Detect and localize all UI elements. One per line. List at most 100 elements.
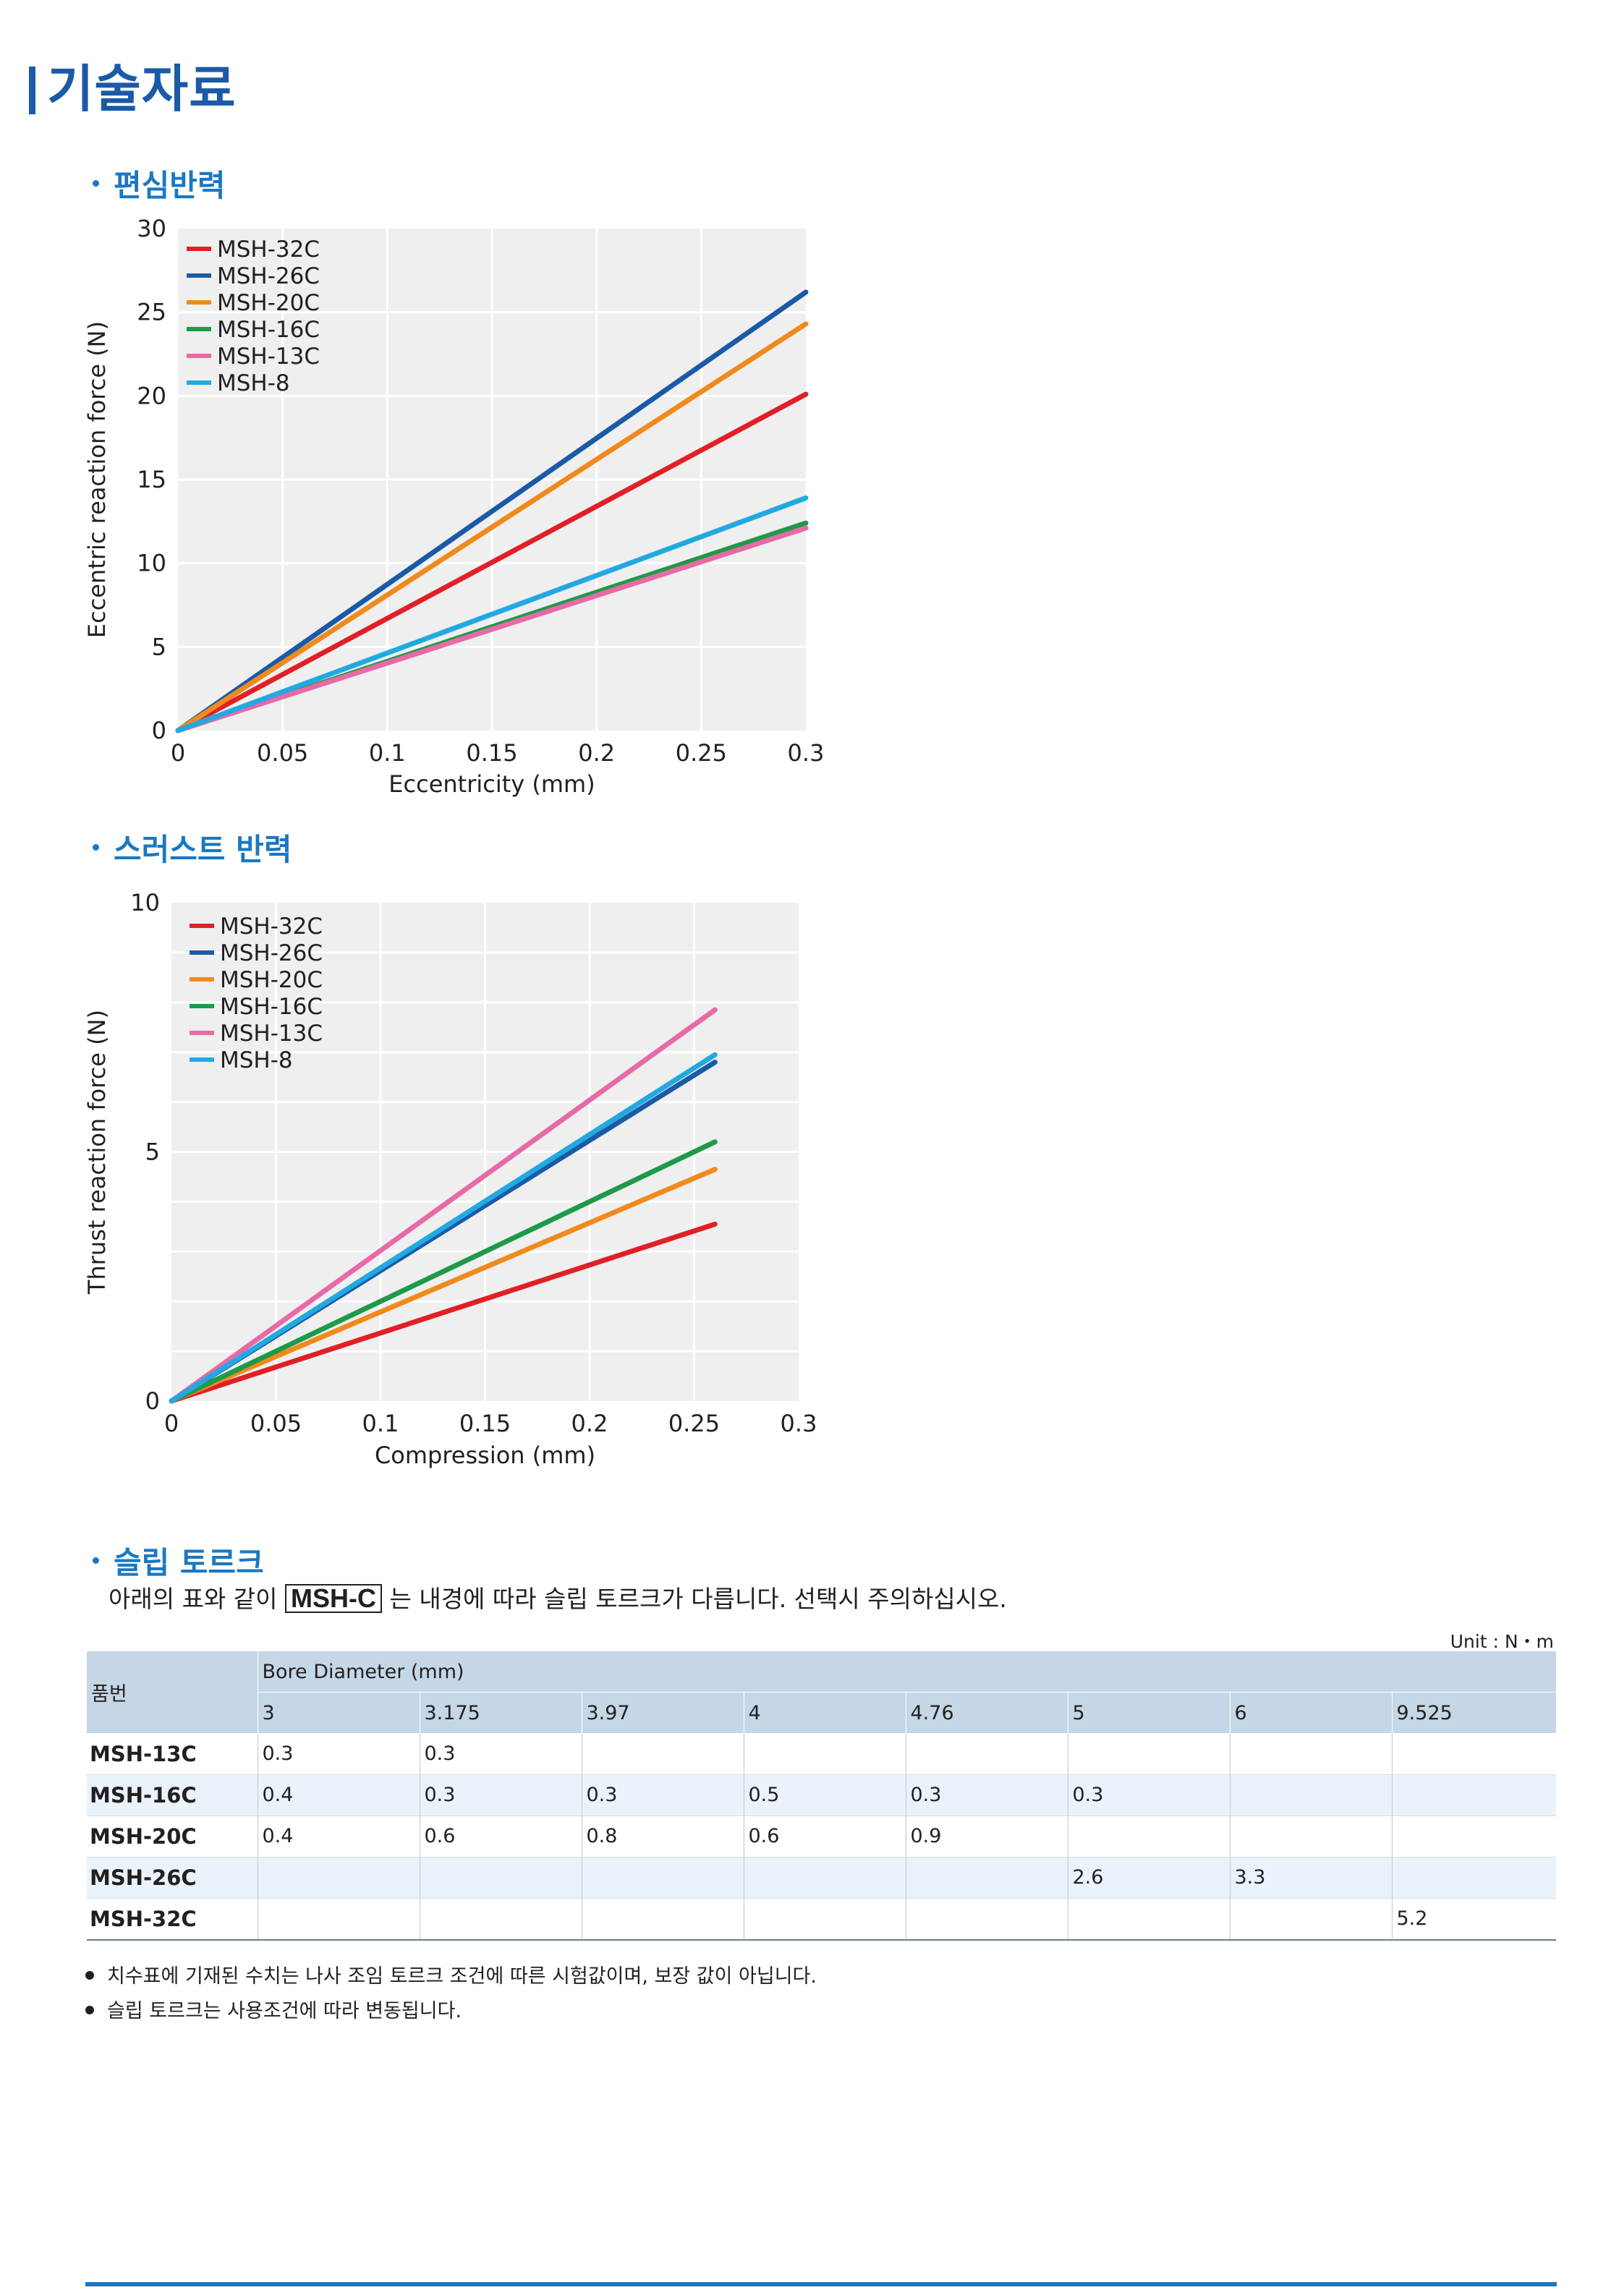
- torque-value-cell: [258, 1898, 420, 1941]
- torque-value-cell: [744, 1733, 906, 1775]
- title-bar-decoration: [29, 67, 35, 114]
- torque-value-cell: [1392, 1733, 1557, 1775]
- x-tick-label: 0.3: [788, 739, 825, 767]
- series-line-msh-32c: [175, 391, 809, 733]
- table-row: MSH-26C 2.6 3.3: [87, 1857, 1557, 1899]
- model-cell: MSH-20C: [87, 1816, 258, 1857]
- page-title: 기술자료: [29, 64, 237, 114]
- x-tick-label: 0.25: [668, 1410, 720, 1437]
- legend-label: MSH-16C: [220, 994, 323, 1020]
- series-line-msh-8: [169, 1052, 718, 1404]
- desc-after: 는 내경에 따라 슬립 토르크가 다릅니다. 선택시 주의하십시오.: [389, 1585, 1007, 1613]
- series-line-msh-32c: [169, 1221, 718, 1404]
- diameter-header-cell: 4: [744, 1692, 906, 1733]
- torque-value-cell: [420, 1857, 582, 1899]
- section-title-thrust-text: 스러스트 반력: [114, 832, 292, 867]
- torque-value-cell: 0.3: [420, 1733, 582, 1775]
- legend-label: MSH-8: [217, 370, 290, 396]
- x-tick-label: 0.05: [250, 1410, 302, 1437]
- legend-label: MSH-13C: [217, 344, 320, 370]
- torque-value-cell: [1392, 1816, 1557, 1857]
- diameter-header-cell: 3: [258, 1692, 420, 1733]
- bullet-icon: [93, 180, 99, 187]
- x-tick-label: 0.15: [459, 1410, 511, 1437]
- torque-value-cell: 0.3: [420, 1774, 582, 1816]
- x-tick-label: 0: [164, 1410, 179, 1437]
- legend-label: MSH-20C: [217, 290, 320, 316]
- torque-value-cell: 0.9: [906, 1816, 1068, 1857]
- x-axis-label: Eccentricity (mm): [388, 770, 595, 798]
- series-line-msh-16c: [169, 1139, 718, 1404]
- series-line-msh-20c: [175, 321, 809, 733]
- diameter-header-cell: 6: [1230, 1692, 1393, 1733]
- x-tick-label: 0.25: [676, 739, 727, 767]
- model-series-badge: MSH-C: [285, 1584, 382, 1613]
- torque-value-cell: 5.2: [1392, 1898, 1557, 1941]
- y-tick-label: 10: [137, 550, 166, 577]
- torque-value-cell: 0.3: [1068, 1774, 1230, 1816]
- torque-value-cell: [582, 1857, 744, 1899]
- torque-value-cell: [1230, 1898, 1393, 1941]
- slip-description: 아래의 표와 같이 MSH-C 는 내경에 따라 슬립 토르크가 다릅니다. 선…: [109, 1584, 1007, 1613]
- torque-value-cell: 2.6: [1068, 1857, 1230, 1899]
- torque-value-cell: 0.3: [906, 1774, 1068, 1816]
- slip-torque-table: 품번 Bore Diameter (mm) 3 3.175 3.97 4 4.76 5 6 9…: [87, 1651, 1557, 1941]
- torque-value-cell: 0.6: [420, 1816, 582, 1857]
- torque-value-cell: [906, 1733, 1068, 1775]
- torque-value-cell: [420, 1898, 582, 1941]
- legend-label: MSH-8: [220, 1047, 293, 1073]
- legend-label: MSH-32C: [220, 914, 323, 940]
- torque-value-cell: [258, 1857, 420, 1899]
- table-row: MSH-32C 5.2: [87, 1898, 1557, 1941]
- y-axis-label: Eccentric reaction force (N): [83, 321, 111, 638]
- header-bore-diameter: Bore Diameter (mm): [258, 1651, 1557, 1693]
- table-row: MSH-16C 0.4 0.3 0.3 0.5 0.3 0.3: [87, 1774, 1557, 1816]
- torque-value-cell: [906, 1898, 1068, 1941]
- x-tick-label: 0: [171, 739, 185, 767]
- legend-label: MSH-20C: [220, 967, 323, 993]
- diameter-header-cell: 5: [1068, 1692, 1230, 1733]
- section-title-eccentric-text: 편심반력: [114, 168, 226, 203]
- bullet-icon: [93, 844, 99, 851]
- series-line-msh-13c: [175, 525, 809, 733]
- torque-value-cell: [1230, 1733, 1393, 1775]
- series-line-msh-26c: [175, 289, 809, 733]
- section-title-eccentric: 편심반력: [93, 171, 226, 201]
- bullet-icon: [85, 2006, 94, 2014]
- legend-label: MSH-13C: [220, 1021, 323, 1047]
- section-title-thrust: 스러스트 반력: [93, 835, 292, 865]
- legend-label: MSH-32C: [217, 237, 320, 263]
- torque-value-cell: [1392, 1857, 1557, 1899]
- y-tick-label: 10: [130, 889, 160, 916]
- x-tick-label: 0.05: [257, 739, 308, 767]
- page-title-text: 기술자료: [47, 59, 237, 119]
- x-tick-label: 0.1: [362, 1410, 399, 1437]
- diameter-header-cell: 3.97: [582, 1692, 744, 1733]
- torque-value-cell: 3.3: [1230, 1857, 1393, 1899]
- footer-rule: [85, 2282, 1557, 2286]
- torque-value-cell: [1230, 1774, 1393, 1816]
- x-tick-label: 0.2: [571, 1410, 608, 1437]
- y-tick-label: 0: [152, 717, 166, 744]
- table-row: MSH-20C 0.4 0.6 0.8 0.6 0.9: [87, 1816, 1557, 1857]
- thrust-force-chart: 0 0.05 0.1 0.15 0.2 0.25 0.3 0 5 10 Compression (m…: [83, 889, 817, 1469]
- desc-before: 아래의 표와 같이: [109, 1585, 278, 1613]
- legend-label: MSH-26C: [217, 263, 320, 289]
- y-tick-label: 5: [152, 633, 166, 660]
- note-1: 치수표에 기재된 수치는 나사 조임 토르크 조건에 따른 시험값이며, 보장 …: [85, 1960, 817, 1988]
- torque-value-cell: [1068, 1733, 1230, 1775]
- y-tick-label: 5: [145, 1138, 160, 1166]
- x-tick-label: 0.15: [466, 739, 517, 767]
- series-line-msh-13c: [169, 1007, 718, 1404]
- y-tick-label: 20: [137, 382, 166, 409]
- x-tick-label: 0.2: [578, 739, 615, 767]
- diameter-header-row: 3 3.175 3.97 4 4.76 5 6 9.525: [87, 1692, 1557, 1733]
- diameter-header-cell: 9.525: [1392, 1692, 1557, 1733]
- y-tick-label: 0: [145, 1387, 160, 1415]
- legend-label: MSH-16C: [217, 317, 320, 343]
- section-title-slip-text: 슬립 토르크: [114, 1545, 264, 1580]
- torque-value-cell: [582, 1898, 744, 1941]
- note-2: 슬립 토르크는 사용조건에 따라 변동됩니다.: [85, 1995, 462, 2023]
- section-title-slip: 슬립 토르크: [93, 1548, 264, 1578]
